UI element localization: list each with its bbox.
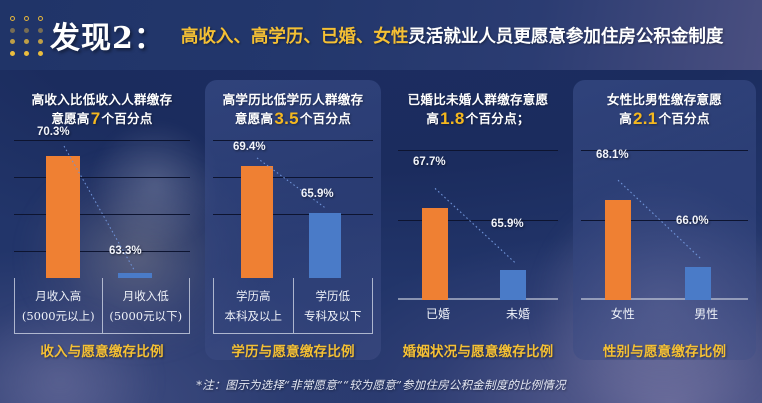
headline-pre: 高学历比低学历人群缴存	[222, 92, 364, 107]
chart-title: 收入与愿意缴存比例	[40, 344, 164, 360]
header-subtitle-normal: 灵活就业人员更愿意参加住房公积金制度	[408, 26, 724, 47]
chart-title: 婚姻状况与愿意缴存比例	[402, 344, 554, 360]
headline-mid: 高	[619, 111, 633, 126]
headline-mid: 意愿高	[234, 111, 274, 126]
x-axis-label-box: 月收入高 (5000元以上) 月收入低 (5000元以下)	[14, 278, 190, 334]
background-blur-blob-bottom	[0, 300, 160, 403]
bar-female	[605, 200, 631, 300]
bar-value-married: 67.7%	[413, 156, 446, 168]
page-title: 发现2：	[50, 21, 165, 56]
gridline	[14, 251, 190, 252]
x-label-sub: (5000元以下)	[109, 308, 183, 323]
dot-grid-icon	[6, 14, 46, 58]
x-label-cell: 月收入低 (5000元以下)	[101, 278, 190, 333]
trend-connector	[256, 157, 326, 209]
bar-income-high	[46, 156, 80, 278]
x-label-cell: 学历低 专科及以下	[292, 278, 373, 333]
chart-card-marriage: 已婚比未婚人群缴存意愿 高1.8个百分点； 67.7% 65.9% 已婚 未婚 …	[390, 80, 566, 360]
headline-post: 个百分点；	[465, 111, 530, 126]
bar-plot: 68.1% 66.0%	[573, 132, 756, 300]
headline-number: 1.8	[440, 109, 465, 128]
headline-number: 7	[90, 109, 101, 128]
gridline	[14, 140, 190, 141]
slide-header: 发现2： 高收入、高学历、已婚、女性灵活就业人员更愿意参加住房公积金制度	[0, 0, 762, 70]
gridline	[213, 214, 373, 215]
x-label-category: 学历低	[315, 288, 351, 303]
gridline	[213, 177, 373, 178]
bar-value-income-low: 63.3%	[109, 245, 142, 257]
x-axis-labels: 已婚 未婚	[398, 300, 558, 326]
bar-value-female: 68.1%	[596, 149, 629, 161]
x-label-cell: 学历高 本科及以上	[214, 278, 293, 333]
headline-mid: 高	[426, 111, 440, 126]
bar-education-low	[309, 213, 341, 278]
headline-post: 个百分点	[299, 111, 352, 126]
headline-number: 3.5	[274, 109, 299, 128]
trend-connector	[63, 145, 136, 272]
bar-plot: 69.4% 65.9%	[205, 132, 381, 278]
x-label-sub: (5000元以上)	[21, 308, 95, 323]
headline-pre: 高收入比低收入人群缴存	[31, 92, 173, 107]
bar-male	[685, 267, 711, 300]
x-label-category: 月收入高	[35, 288, 82, 303]
bar-plot: 70.3% 63.3%	[6, 126, 198, 278]
headline-mid: 意愿高	[51, 111, 90, 126]
header-subtitle-highlight: 高收入、高学历、已婚、女性	[180, 26, 409, 47]
bar-unmarried	[500, 270, 526, 300]
x-label-cell: 月收入高 (5000元以上)	[15, 278, 102, 333]
chart-card-income: 高收入比低收入人群缴存 意愿高7个百分点 70.3% 63.3% 月收入高 (5…	[6, 80, 198, 360]
headline-number: 2.1	[633, 109, 658, 128]
headline-post: 个百分点	[101, 111, 153, 126]
x-label-category: 女性	[610, 307, 635, 321]
x-label-category: 学历高	[236, 288, 271, 303]
headline-pre: 女性比男性缴存意愿	[606, 92, 723, 107]
bar-value-male: 66.0%	[676, 215, 709, 227]
headline-post: 个百分点	[658, 111, 710, 126]
x-label-category: 已婚	[425, 307, 450, 321]
x-axis-label-box: 学历高 本科及以上 学历低 专科及以下	[213, 278, 373, 334]
x-label-category: 男性	[694, 307, 719, 321]
header-subtitle: 高收入、高学历、已婚、女性灵活就业人员更愿意参加住房公积金制度	[181, 23, 724, 48]
bar-value-unmarried: 65.9%	[491, 218, 524, 230]
chart-title: 学历与愿意缴存比例	[231, 344, 355, 360]
baseline	[398, 298, 558, 300]
bar-married	[422, 208, 448, 300]
gridline	[398, 150, 558, 151]
x-axis-labels: 女性 男性	[581, 300, 748, 326]
bar-plot: 67.7% 65.9%	[390, 132, 566, 300]
x-label-sub: 本科及以上	[224, 308, 283, 323]
gridline	[14, 214, 190, 215]
footnote: *注：图示为选择“非常愿意”“较为愿意”参加住房公积金制度的比例情况	[196, 378, 566, 392]
headline-pre: 已婚比未婚人群缴存意愿	[407, 92, 549, 107]
chart-headline: 已婚比未婚人群缴存意愿 高1.8个百分点；	[400, 80, 557, 128]
chart-headline: 女性比男性缴存意愿 高2.1个百分点	[599, 80, 730, 128]
bar-income-low	[118, 273, 152, 278]
bar-value-education-high: 69.4%	[233, 141, 266, 153]
chart-headline: 高收入比低收入人群缴存 意愿高7个百分点	[24, 80, 181, 128]
chart-headline: 高学历比低学历人群缴存 意愿高3.5个百分点	[215, 80, 372, 128]
x-label-category: 月收入低	[122, 288, 169, 303]
gridline	[213, 140, 373, 141]
chart-title: 性别与愿意缴存比例	[602, 344, 727, 360]
bar-value-education-low: 65.9%	[301, 188, 334, 200]
chart-card-education: 高学历比低学历人群缴存 意愿高3.5个百分点 69.4% 65.9% 学历高 本…	[205, 80, 381, 360]
bar-value-income-high: 70.3%	[37, 126, 70, 138]
chart-card-gender: 女性比男性缴存意愿 高2.1个百分点 68.1% 66.0% 女性 男性 性别与…	[573, 80, 756, 360]
x-label-sub: 专科及以下	[304, 308, 362, 323]
gridline	[581, 150, 748, 151]
gridline	[14, 177, 190, 178]
baseline	[581, 298, 748, 300]
bar-education-high	[241, 166, 273, 278]
charts-row: 高收入比低收入人群缴存 意愿高7个百分点 70.3% 63.3% 月收入高 (5…	[0, 70, 762, 360]
x-label-category: 未婚	[505, 307, 530, 321]
